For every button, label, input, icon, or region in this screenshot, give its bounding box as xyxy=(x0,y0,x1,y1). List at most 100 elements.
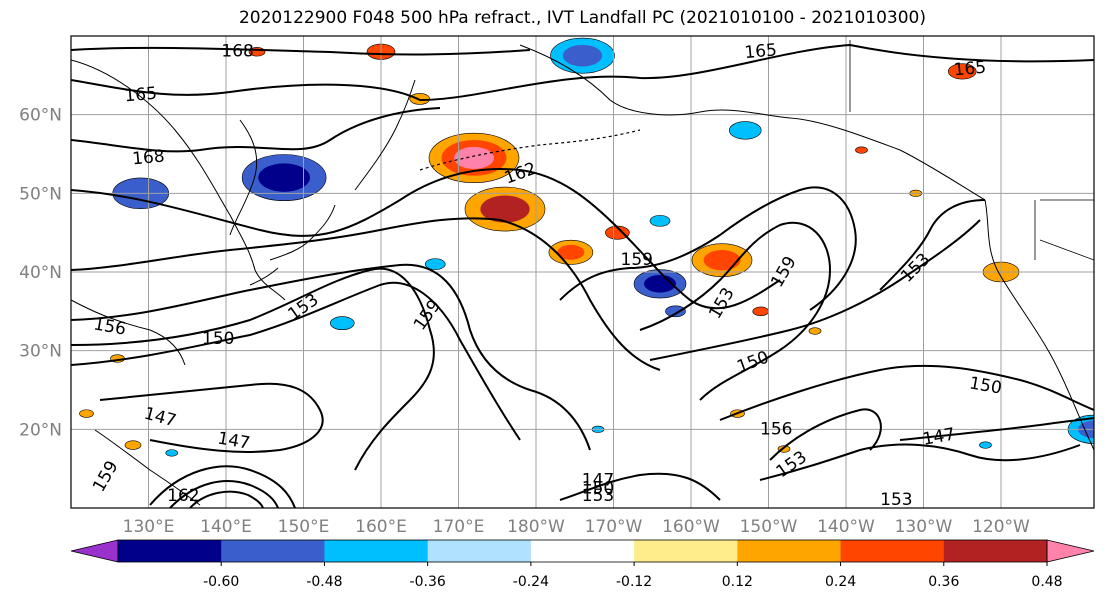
contour-southwest-rings xyxy=(149,465,296,508)
shading-blob xyxy=(258,163,310,192)
latitude-labels: 60°N 50°N 40°N 30°N 20°N xyxy=(19,106,62,441)
colorbar-swatch xyxy=(943,540,1048,562)
colorbar-tick-label: -0.48 xyxy=(306,574,342,590)
lon-label: 130°W xyxy=(895,517,953,537)
contour-label: 159 xyxy=(621,250,653,270)
lon-label: 130°E xyxy=(123,517,175,537)
shading-blob xyxy=(480,195,530,223)
contour-153-east xyxy=(759,443,1081,481)
coastline-aleutians xyxy=(419,129,641,171)
contour-162 xyxy=(71,168,781,310)
colorbar-tick-label: 0.36 xyxy=(928,574,959,590)
height-contours xyxy=(71,43,1094,508)
shading-blob xyxy=(855,146,868,154)
coastlines xyxy=(71,40,1094,506)
lon-label: 170°W xyxy=(585,517,643,537)
lon-label: 170°E xyxy=(433,517,485,537)
contour-label: 150 xyxy=(202,329,234,349)
contour-159-central xyxy=(559,186,857,311)
shading-blob xyxy=(703,250,741,271)
contour-156-east xyxy=(769,408,882,461)
contour-label: 168 xyxy=(131,147,165,170)
lon-label: 180°W xyxy=(507,517,565,537)
shading-blob xyxy=(79,409,94,418)
contour-label: 165 xyxy=(744,40,778,63)
contour-label: 150 xyxy=(582,478,614,498)
coastline-kamchatka xyxy=(354,79,416,191)
map-frame xyxy=(70,35,1095,509)
colorbar-swatch xyxy=(221,540,325,562)
contour-168-north xyxy=(71,46,531,56)
longitude-labels: 130°E 140°E 150°E 160°E 170°E 180°W 170°W 160°W… xyxy=(123,517,1030,537)
contour-label: 147 xyxy=(582,470,614,490)
coastline-north-america xyxy=(984,199,1094,451)
colorbar-extend-low xyxy=(70,539,119,563)
shading-blob xyxy=(562,44,603,67)
contour-label: 156 xyxy=(760,419,792,439)
contour-150-east xyxy=(719,364,1094,421)
colorbar-swatch xyxy=(634,540,738,562)
contour-153-west xyxy=(71,267,435,471)
contour-label: 165 xyxy=(953,58,987,81)
lat-label: 50°N xyxy=(19,184,62,204)
colorbar-swatch xyxy=(324,540,429,562)
colorbar-swatch xyxy=(118,540,222,562)
colorbar-swatch xyxy=(840,540,945,562)
contour-south-series xyxy=(559,472,721,501)
map-title: 2020122900 F048 500 hPa refract., IVT La… xyxy=(238,8,926,28)
colorbar-tick-label: -0.36 xyxy=(410,574,446,590)
lon-label: 140°W xyxy=(817,517,875,537)
colorbar-outline xyxy=(117,539,1048,563)
lon-label: 120°W xyxy=(972,517,1030,537)
contour-label: 153 xyxy=(880,490,912,510)
coastline-alaska xyxy=(519,44,986,201)
lat-label: 40°N xyxy=(19,263,62,283)
contour-label: 165 xyxy=(124,84,158,107)
contour-153-northeast xyxy=(879,199,986,291)
contour-150-west xyxy=(71,281,521,441)
colorbar-tick-label: 0.48 xyxy=(1031,574,1062,590)
colorbar-tick-label: -0.60 xyxy=(203,574,239,590)
shading-blob xyxy=(329,316,355,331)
lon-label: 140°E xyxy=(200,517,252,537)
lon-label: 150°W xyxy=(740,517,798,537)
shading-blob xyxy=(808,327,822,335)
contour-label: 153 xyxy=(582,486,614,506)
contour-165-north xyxy=(71,43,1094,102)
colorbar-swatch xyxy=(737,540,842,562)
lon-label: 160°W xyxy=(662,517,720,537)
shading-blob xyxy=(979,441,992,449)
colorbar: -0.60 -0.48 -0.36 -0.24 -0.12 0.12 0.24 0.36 0.4… xyxy=(70,539,1095,590)
border-canada-us xyxy=(849,40,1094,261)
shading-blob xyxy=(728,121,762,140)
contour-147-west xyxy=(99,382,324,453)
lat-label: 60°N xyxy=(19,106,62,126)
contour-159-west xyxy=(71,217,661,371)
shading-blob xyxy=(165,449,179,457)
contour-153-central xyxy=(639,221,832,401)
shading-blob xyxy=(665,305,686,318)
contour-156-west xyxy=(71,263,591,451)
shading-blob xyxy=(124,440,142,450)
shading-layer xyxy=(79,37,1094,457)
shading-blob xyxy=(424,258,446,270)
shading-blob xyxy=(454,146,494,169)
colorbar-tick-label: -0.12 xyxy=(616,574,652,590)
colorbar-swatch xyxy=(427,540,532,562)
shading-blob xyxy=(649,215,671,227)
lon-label: 150°E xyxy=(278,517,330,537)
colorbar-tick-label: 0.24 xyxy=(825,574,856,590)
contour-label: 162 xyxy=(167,486,199,506)
coastline-japan xyxy=(249,204,336,286)
colorbar-extend-high xyxy=(1046,539,1095,563)
contour-168-west xyxy=(71,107,441,153)
colorbar-tick-label: -0.24 xyxy=(513,574,549,590)
coastline-asia xyxy=(71,59,286,506)
lat-label: 20°N xyxy=(19,420,62,440)
contour-147-east xyxy=(899,417,1094,441)
colorbar-tick-label: 0.12 xyxy=(722,574,753,590)
shading-blob xyxy=(752,306,770,317)
lat-label: 30°N xyxy=(19,342,62,362)
